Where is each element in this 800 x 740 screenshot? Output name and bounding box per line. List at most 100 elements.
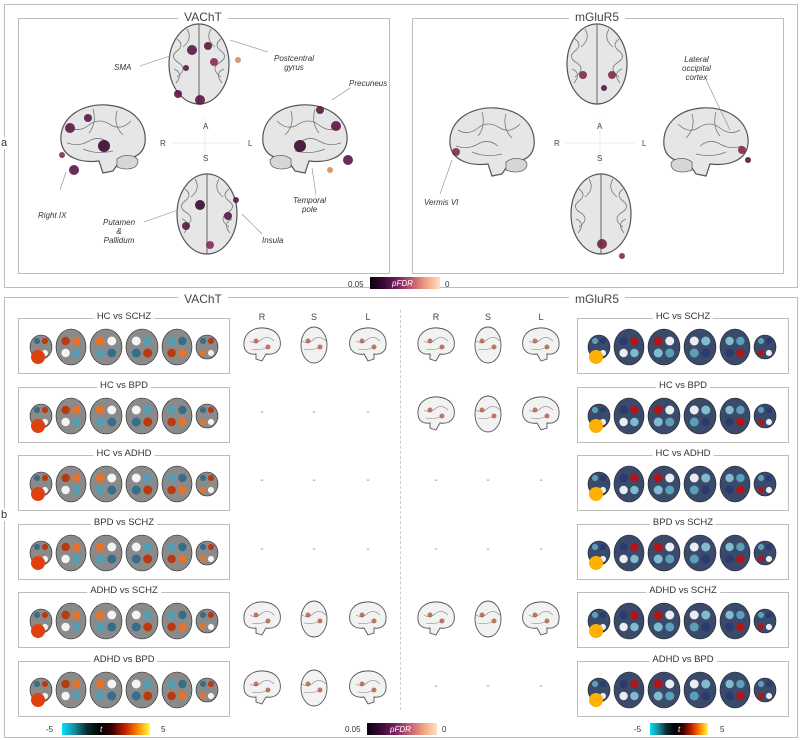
pbar-b-max: 0 <box>442 725 447 734</box>
panel-a-brains <box>59 23 751 259</box>
pbar-a <box>370 277 440 289</box>
brain-slices <box>587 534 777 571</box>
mglur5-comparison-label: BPD vs SCHZ <box>649 516 717 528</box>
no-result-dash: - <box>260 543 264 555</box>
brain-slices <box>29 534 219 571</box>
brain-view <box>417 396 455 431</box>
brain-view <box>300 669 328 706</box>
orient-s-vacht: S <box>203 154 209 163</box>
view-r-mglur5: R <box>432 312 440 322</box>
mglur5-comparison-label: HC vs ADHD <box>652 448 714 459</box>
no-result-dash: - <box>539 475 543 486</box>
brain-view <box>300 326 328 364</box>
brain-slices <box>587 671 777 708</box>
tbar-right <box>650 723 708 735</box>
view-l-vacht: L <box>365 312 371 322</box>
mglur5-comparison-label: ADHD vs SCHZ <box>646 585 720 596</box>
ann-sma: SMA <box>114 63 132 72</box>
vacht-comparison-label: ADHD vs BPD <box>90 653 158 665</box>
b-separator <box>400 310 401 710</box>
vacht-title: VAChT <box>178 10 228 24</box>
brain-view <box>300 600 328 638</box>
panel-b-label: b <box>0 509 10 521</box>
orient-r-vacht: R <box>160 139 166 148</box>
brain-slices <box>29 671 219 708</box>
ann-insula: Insula <box>262 236 284 245</box>
brain-view <box>243 327 281 362</box>
view-s-vacht: S <box>310 312 318 322</box>
no-result-dash: - <box>366 406 370 418</box>
brain-view <box>243 601 281 636</box>
vacht-comparison-label: HC vs ADHD <box>93 448 155 459</box>
vacht-comparison-label: HC vs BPD <box>96 379 152 391</box>
brain-view <box>522 396 560 431</box>
pbar-b-label: pFDR <box>390 725 411 734</box>
no-result-dash: - <box>260 406 264 418</box>
orient-l-mglur5: L <box>642 139 647 148</box>
b-mglur5-title: mGluR5 <box>568 292 626 306</box>
panel-a-label: a <box>0 137 10 149</box>
brain-view <box>243 670 281 705</box>
no-result-dash: - <box>366 475 370 486</box>
tbar-left-max: 5 <box>161 725 166 734</box>
no-result-dash: - <box>434 475 438 486</box>
brain-slices <box>29 602 219 640</box>
orient-r-mglur5: R <box>554 139 560 148</box>
brain-slices <box>587 397 777 434</box>
pbar-b <box>367 723 437 735</box>
ann-putamen: Putamen & Pallidum <box>103 218 136 245</box>
pbar-a-label: pFDR <box>392 279 413 288</box>
no-result-dash: - <box>539 680 543 692</box>
brain-slices <box>29 465 219 503</box>
view-r-vacht: R <box>258 312 266 322</box>
mglur5-title: mGluR5 <box>568 10 626 24</box>
mglur5-comparison-label: HC vs BPD <box>655 379 711 391</box>
brain-view <box>474 395 502 432</box>
ann-lateral-occipital: Lateral occipital cortex <box>682 55 711 82</box>
vacht-comparison-label: HC vs SCHZ <box>93 311 155 322</box>
ann-temporal-pole: Temporal pole <box>293 196 327 214</box>
no-result-dash: - <box>434 680 438 692</box>
pbar-b-min: 0.05 <box>345 725 361 734</box>
orient-s-mglur5: S <box>597 154 603 163</box>
vacht-clusters <box>59 42 353 249</box>
brain-slices <box>587 465 777 503</box>
brain-slices <box>29 397 219 434</box>
brain-slices <box>587 328 777 366</box>
brain-view <box>349 670 387 705</box>
brain-view <box>417 601 455 636</box>
tbar-right-max: 5 <box>720 725 725 734</box>
tbar-left-label: t <box>100 725 103 734</box>
b-vacht-title: VAChT <box>178 292 228 306</box>
no-result-dash: - <box>539 543 543 555</box>
ann-right-ix: Right IX <box>38 211 67 220</box>
tbar-left <box>62 723 150 735</box>
mglur5-comparison-label: ADHD vs BPD <box>649 653 717 665</box>
vacht-comparison-label: ADHD vs SCHZ <box>87 585 161 596</box>
no-result-dash: - <box>486 475 490 486</box>
pbar-a-max: 0 <box>445 280 450 289</box>
orient-a-mglur5: A <box>597 122 603 131</box>
brain-view <box>349 327 387 362</box>
no-result-dash: - <box>366 543 370 555</box>
no-result-dash: - <box>486 543 490 555</box>
brain-view <box>522 601 560 636</box>
brain-view <box>349 601 387 636</box>
brain-slices <box>29 328 219 366</box>
brain-view <box>417 327 455 362</box>
no-result-dash: - <box>312 406 316 418</box>
orient-a-vacht: A <box>203 122 209 131</box>
pbar-a-min: 0.05 <box>348 280 364 289</box>
brain-view <box>474 600 502 638</box>
no-result-dash: - <box>260 475 264 486</box>
mglur5-clusters <box>452 71 751 259</box>
view-l-mglur5: L <box>538 312 544 322</box>
ann-vermis: Vermis VI <box>424 198 459 207</box>
no-result-dash: - <box>312 543 316 555</box>
orient-l-vacht: L <box>248 139 253 148</box>
no-result-dash: - <box>312 475 316 486</box>
tbar-right-label: t <box>678 725 681 734</box>
brain-view <box>474 326 502 364</box>
vacht-comparison-label: BPD vs SCHZ <box>90 516 158 528</box>
mglur5-comparison-label: HC vs SCHZ <box>652 311 714 322</box>
